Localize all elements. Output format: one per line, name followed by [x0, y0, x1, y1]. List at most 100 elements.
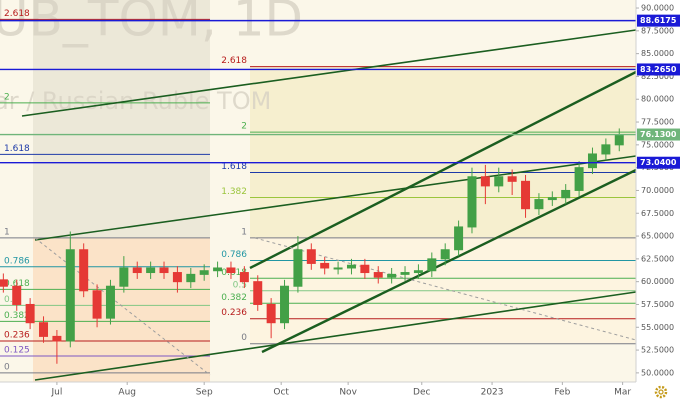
candle-body: [52, 335, 62, 342]
fib-zone: [33, 238, 210, 382]
x-tick-label: Feb: [554, 388, 570, 398]
trend-line: [34, 155, 637, 241]
y-tick-label: 57.5000: [641, 300, 674, 309]
candle-body: [172, 272, 182, 283]
fib-label: 2: [241, 122, 247, 132]
y-tick-label: 90.0000: [641, 4, 674, 13]
y-tick-label: 65.0000: [641, 232, 674, 241]
x-tick-label: Dec: [413, 388, 430, 398]
candle-body: [601, 144, 611, 155]
fib-label: 0.786: [4, 256, 30, 266]
candle-body: [561, 189, 571, 199]
settings-button[interactable]: [654, 385, 668, 399]
candle-body: [494, 176, 504, 187]
price-label-box: [637, 156, 680, 169]
candle-body: [547, 197, 557, 201]
candle-body: [574, 167, 584, 191]
y-tick-label: 55.0000: [641, 323, 674, 332]
fib-label: 0.125: [4, 346, 30, 356]
fib-label: 0.236: [4, 331, 30, 341]
x-tick-label: Mar: [614, 388, 631, 398]
x-tick-label: 2023: [481, 388, 504, 398]
candle-body: [427, 258, 437, 272]
candle-body: [587, 153, 597, 169]
candle-body: [266, 303, 276, 324]
trend-line: [34, 291, 637, 381]
x-tick-label: Aug: [118, 388, 136, 398]
x-tick-label: Oct: [273, 388, 289, 398]
candle-body: [360, 264, 370, 274]
candle-body: [521, 180, 531, 210]
x-tick-label: Nov: [339, 388, 357, 398]
fib-label: 0.236: [221, 308, 247, 318]
price-label-box: [637, 128, 680, 141]
candle-body: [467, 176, 477, 228]
y-tick-label: 52.5000: [641, 346, 674, 355]
candle-body: [39, 322, 49, 337]
fib-label: 1.618: [221, 162, 247, 172]
candle-body: [65, 249, 75, 342]
candle-body: [25, 303, 35, 324]
gear-icon[interactable]: [658, 389, 664, 395]
fib-label: 1.618: [4, 144, 30, 154]
candle-body: [454, 226, 464, 251]
fib-label: 0.786: [221, 250, 247, 260]
candle-body: [413, 270, 423, 274]
candle-body: [614, 134, 624, 146]
candle-body: [440, 249, 450, 260]
candle-body: [186, 273, 196, 283]
y-tick-label: 75.0000: [641, 140, 674, 149]
candle-body: [534, 199, 544, 210]
watermark: UB_TOM, 1D: [0, 0, 303, 48]
fib-label: 2: [4, 92, 10, 102]
price-label: 73.0400: [640, 158, 677, 167]
candle-body: [293, 249, 303, 287]
candle-body: [119, 267, 129, 287]
candle-body: [12, 285, 22, 305]
candle-body: [92, 290, 102, 319]
y-tick-label: 82.5000: [641, 72, 674, 81]
fib-label: 2.618: [221, 56, 247, 66]
watermark: ar / Russian Ruble TOM: [0, 87, 271, 115]
fib-label: 2.618: [4, 9, 30, 19]
price-label: 76.1300: [640, 130, 677, 139]
fib-label: 0.382: [4, 311, 30, 321]
fib-zone: [250, 67, 636, 238]
fib-label: 0: [4, 362, 10, 372]
fib-label: 0.5: [233, 280, 247, 290]
candle-body: [253, 281, 263, 305]
y-tick-label: 67.5000: [641, 209, 674, 218]
candle-body: [507, 176, 517, 182]
candle-body: [146, 267, 156, 274]
price-label-box: [637, 14, 680, 27]
candle-body: [320, 262, 330, 269]
y-tick-label: 80.0000: [641, 95, 674, 104]
trend-line: [21, 29, 637, 117]
candle-body: [306, 249, 316, 264]
price-axis: [636, 0, 680, 402]
candle-body: [105, 285, 115, 319]
candle-body: [199, 270, 209, 275]
fib-label: 0.5: [4, 295, 18, 305]
time-axis: [0, 382, 636, 402]
fib-label: 1: [4, 227, 10, 237]
horizontal-lines: [0, 19, 636, 164]
candle-body: [79, 249, 89, 292]
fib-label: 1.382: [221, 187, 247, 197]
candle-body: [387, 273, 397, 278]
candle-body: [480, 176, 490, 187]
gear-icon[interactable]: [654, 385, 668, 399]
y-tick-label: 50.0000: [641, 368, 674, 377]
y-tick-label: 70.0000: [641, 186, 674, 195]
fib-label: 1: [241, 227, 247, 237]
price-label-box: [637, 63, 680, 76]
candle-body: [280, 285, 290, 324]
y-tick-label: 62.5000: [641, 254, 674, 263]
y-tick-label: 60.0000: [641, 277, 674, 286]
candle-body: [400, 272, 410, 275]
x-tick-label: Sep: [196, 388, 213, 398]
candle-body: [0, 279, 8, 287]
trend-line: [261, 168, 637, 354]
trend-lines: [21, 29, 637, 381]
